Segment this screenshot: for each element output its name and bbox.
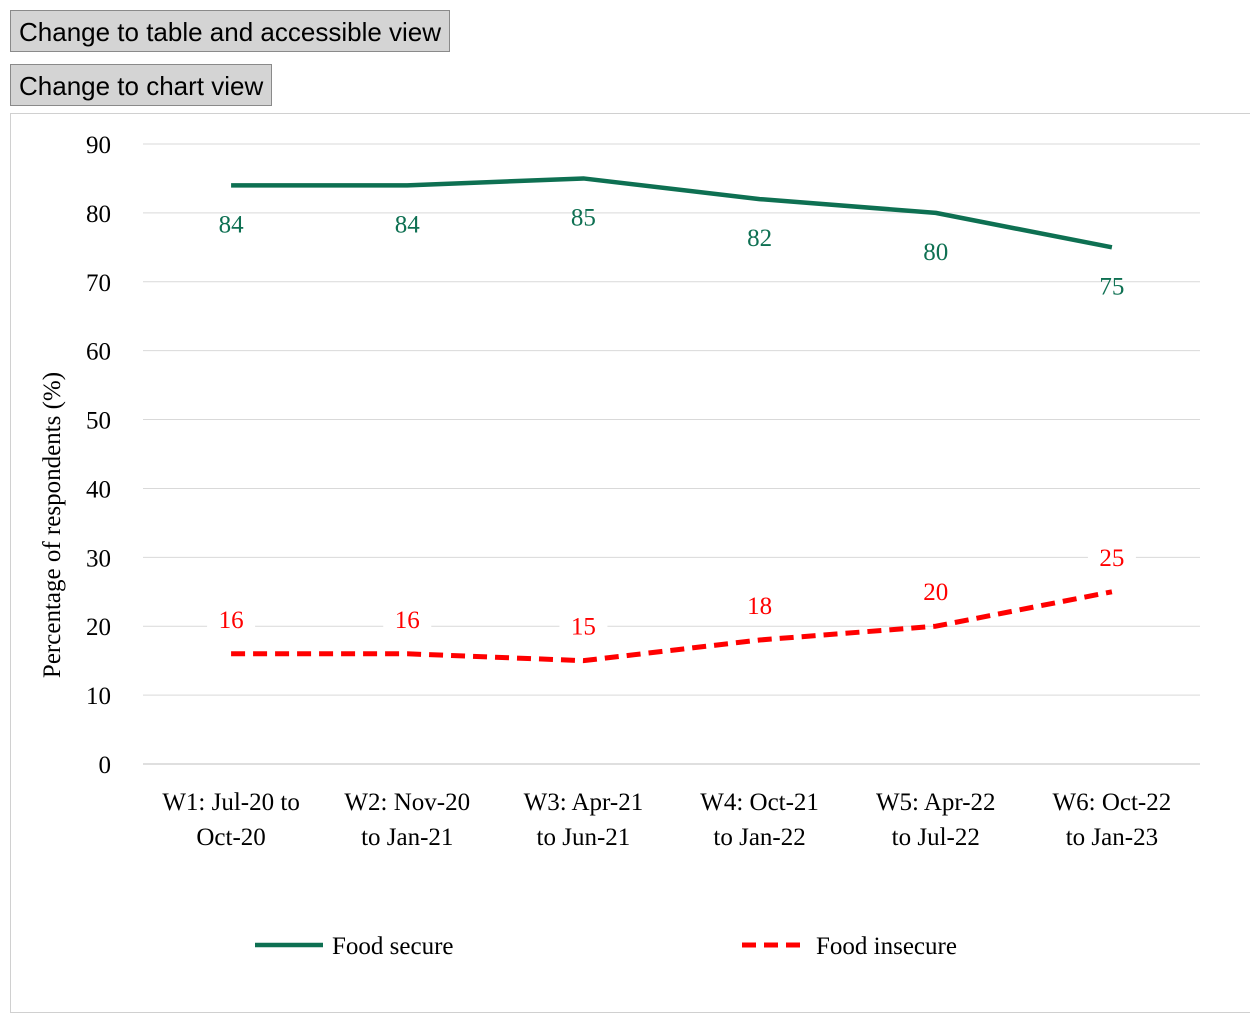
- legend-label: Food insecure: [816, 933, 957, 960]
- y-axis-label: Percentage of respondents (%): [39, 372, 66, 678]
- y-tick-label: 40: [86, 476, 111, 503]
- y-tick-label: 20: [86, 614, 111, 641]
- x-tick-label: W3: Apr-21: [524, 789, 644, 816]
- y-tick-label: 70: [86, 270, 111, 297]
- y-tick-label: 10: [86, 683, 111, 710]
- data-label: 84: [219, 211, 245, 238]
- x-tick-label: W1: Jul-20 to: [162, 789, 300, 816]
- data-label: 80: [923, 239, 948, 266]
- y-tick-label: 30: [86, 545, 111, 572]
- data-label: 15: [571, 614, 596, 641]
- y-tick-label: 0: [99, 752, 112, 779]
- x-tick-label: W6: Oct-22: [1053, 789, 1172, 816]
- x-tick-label: to Jan-22: [713, 824, 805, 851]
- x-tick-label: W4: Oct-21: [700, 789, 819, 816]
- data-label: 82: [747, 225, 772, 252]
- y-tick-label: 80: [86, 201, 111, 228]
- y-tick-label: 50: [86, 408, 111, 435]
- data-label: 25: [1099, 545, 1124, 572]
- data-label: 84: [395, 211, 421, 238]
- legend-label: Food secure: [332, 933, 454, 960]
- data-label: 16: [395, 607, 420, 634]
- x-tick-label: to Jul-22: [892, 824, 980, 851]
- y-tick-label: 60: [86, 339, 111, 366]
- data-label: 85: [571, 204, 596, 231]
- data-label: 16: [219, 607, 244, 634]
- x-tick-label: W2: Nov-20: [344, 789, 470, 816]
- data-label: 75: [1099, 273, 1124, 300]
- data-label: 20: [923, 579, 948, 606]
- legend: Food secure Food insecure: [255, 933, 957, 960]
- x-tick-label: W5: Apr-22: [876, 789, 996, 816]
- x-tick-label: to Jun-21: [537, 824, 631, 851]
- data-label: 18: [747, 593, 772, 620]
- x-tick-label: to Jan-21: [361, 824, 453, 851]
- x-tick-label: Oct-20: [196, 824, 265, 851]
- y-tick-label: 90: [86, 132, 111, 159]
- x-tick-label: to Jan-23: [1066, 824, 1158, 851]
